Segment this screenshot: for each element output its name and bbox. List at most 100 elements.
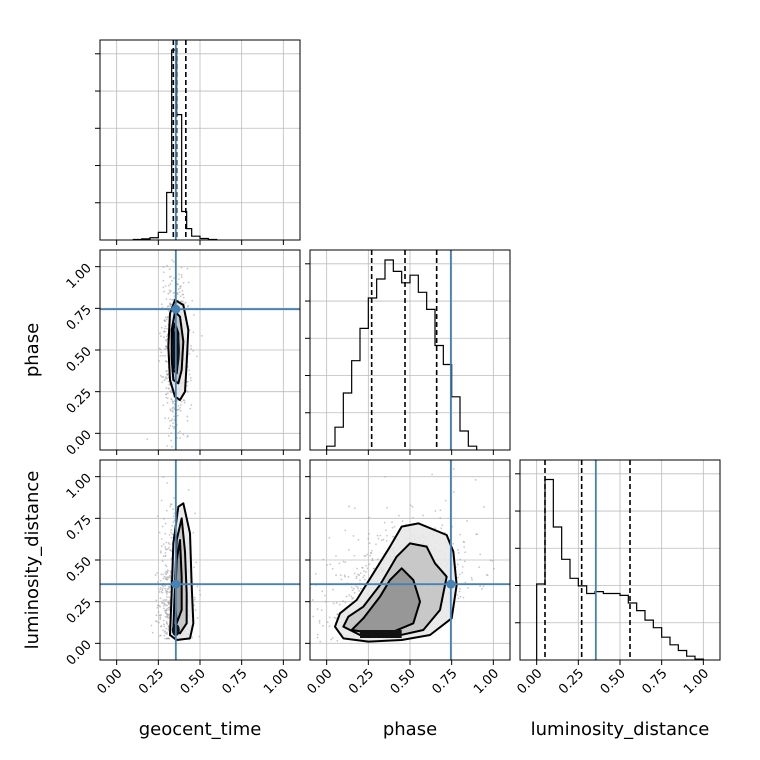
sample-point	[312, 615, 315, 618]
sample-point	[431, 473, 433, 476]
sample-point	[353, 572, 356, 575]
sample-point	[172, 425, 174, 428]
sample-point	[466, 587, 469, 589]
sample-point	[357, 538, 360, 541]
sample-point	[474, 478, 477, 481]
sample-point	[391, 521, 393, 524]
sample-point	[167, 434, 170, 437]
sample-point	[195, 355, 198, 358]
sample-point	[179, 406, 182, 409]
sample-point	[188, 369, 191, 372]
sample-point	[452, 491, 455, 494]
panel-layer: 0.00 0.25 0.50 0.75 1.00 0.00 0.25 0.50 0.75 1.00…	[64, 39, 721, 697]
sample-point	[161, 587, 164, 590]
sample-point	[329, 563, 332, 566]
truth-marker	[171, 579, 181, 589]
sample-point	[456, 563, 459, 566]
sample-point	[163, 604, 165, 607]
sample-point	[189, 407, 192, 410]
x-tick-label: 0.25	[556, 666, 587, 697]
sample-point	[371, 557, 374, 560]
sample-point	[355, 585, 358, 588]
sample-point	[162, 629, 164, 632]
sample-point	[171, 259, 174, 262]
sample-point	[347, 548, 350, 551]
sample-point	[165, 360, 167, 363]
sample-point	[376, 534, 379, 537]
sample-point	[170, 503, 173, 506]
sample-point	[351, 597, 354, 600]
sample-point	[160, 326, 163, 329]
sample-point	[171, 409, 174, 412]
sample-point	[166, 264, 169, 267]
histogram-phase	[305, 249, 511, 451]
sample-point	[162, 271, 165, 274]
sample-point	[162, 543, 165, 546]
sample-point	[357, 587, 359, 590]
y-tick-label: 0.75	[64, 513, 95, 544]
sample-point	[164, 330, 167, 333]
sample-point	[159, 588, 161, 591]
sample-point	[187, 488, 190, 491]
sample-point	[336, 613, 339, 616]
sample-point	[170, 279, 173, 282]
sample-point	[150, 624, 153, 627]
sample-point	[166, 613, 168, 616]
sample-point	[193, 598, 196, 601]
sample-point	[169, 424, 172, 427]
sample-point	[368, 516, 370, 519]
sample-point	[188, 352, 191, 355]
sample-point	[191, 299, 194, 302]
x-tick-label: 0.00	[514, 666, 545, 697]
sample-point	[170, 419, 173, 422]
sample-point	[452, 542, 455, 545]
sample-point	[179, 404, 182, 406]
sample-point	[163, 609, 166, 612]
sample-point	[167, 541, 170, 544]
sample-point	[353, 554, 356, 557]
sample-point	[161, 381, 164, 384]
sample-point	[166, 392, 169, 395]
sample-point	[332, 602, 335, 605]
sample-point	[166, 616, 169, 619]
sample-point	[357, 573, 360, 576]
sample-point	[466, 520, 469, 522]
x-tick-label: 0.00	[304, 666, 335, 697]
sample-point	[165, 318, 168, 321]
sample-point	[172, 508, 175, 511]
sample-point	[182, 281, 185, 284]
sample-point	[165, 577, 167, 580]
sample-point	[166, 445, 169, 447]
y-tick-label: 0.50	[64, 554, 95, 585]
sample-point	[385, 539, 388, 542]
sample-point	[386, 506, 388, 509]
sample-point	[159, 634, 162, 637]
sample-point	[167, 387, 170, 390]
sample-point	[439, 509, 442, 512]
histogram-luminosity_distance	[515, 459, 721, 661]
sample-point	[192, 331, 195, 334]
sample-point	[173, 415, 175, 418]
sample-point	[344, 561, 347, 564]
sample-point	[456, 594, 459, 596]
sample-point	[356, 567, 358, 570]
panel-border	[519, 459, 721, 661]
sample-point	[166, 548, 169, 551]
sample-point	[347, 575, 350, 578]
sample-point	[189, 377, 192, 379]
sample-point	[383, 521, 386, 524]
sample-point	[158, 347, 161, 350]
sample-point	[459, 595, 462, 598]
sample-point	[164, 522, 167, 525]
sample-point	[362, 576, 364, 579]
sample-point	[198, 589, 201, 592]
sample-point	[165, 637, 168, 640]
sample-point	[164, 532, 167, 535]
sample-point	[173, 512, 176, 515]
sample-point	[160, 499, 163, 502]
sample-point	[164, 325, 167, 328]
sample-point	[352, 534, 355, 537]
sample-point	[379, 534, 382, 537]
y-tick-label: 0.25	[64, 596, 95, 627]
sample-point	[365, 570, 367, 573]
